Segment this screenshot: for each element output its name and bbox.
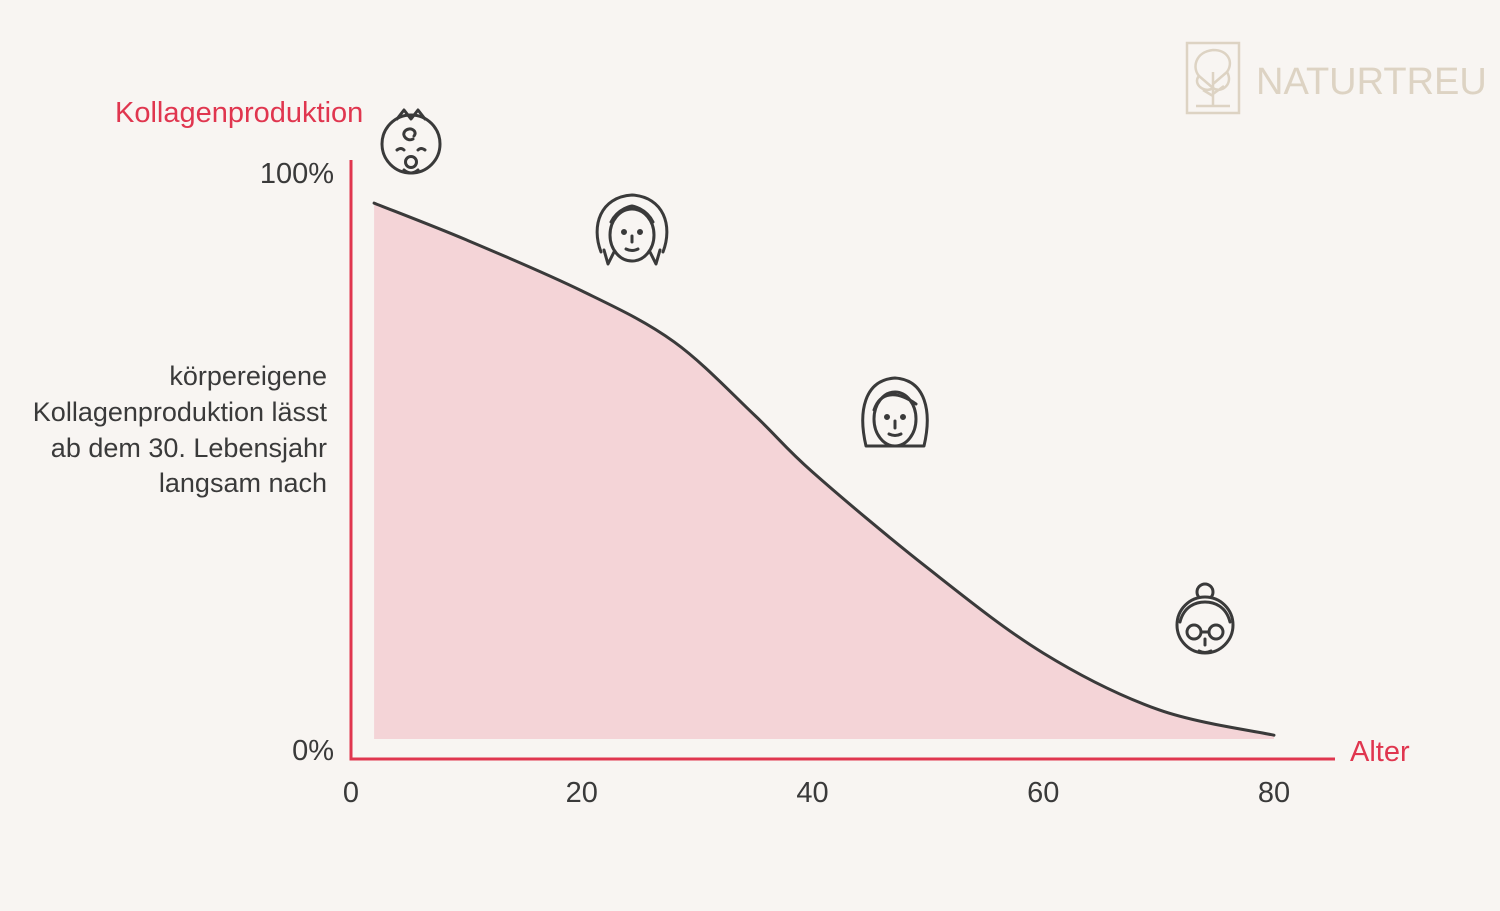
x-tick-label-40: 40: [796, 777, 828, 809]
baby-face-icon: [380, 108, 442, 175]
tree-logo-icon: [1185, 41, 1241, 115]
annotation-line-3: ab dem 30. Lebensjahr: [51, 433, 327, 463]
brand-name: NATURTREU: [1256, 61, 1487, 103]
naturtreu-logo: NATURTREU: [1185, 41, 1487, 115]
y-tick-label-100: 100%: [260, 158, 334, 190]
woman-face-icon: [861, 376, 929, 448]
x-axis-label: Alter: [1350, 736, 1410, 768]
y-tick-label-0: 0%: [292, 735, 334, 767]
x-tick-labels: 0 20 40 60 80: [343, 777, 1290, 809]
annotation-line-1: körpereigene: [169, 361, 327, 391]
grandma-face-icon: [1175, 582, 1235, 655]
girl-face-icon: [595, 193, 669, 266]
collagen-curve: [372, 201, 1276, 737]
collagen-area: [374, 203, 1275, 740]
y-axis-label: Kollagenproduktion: [115, 97, 363, 129]
annotation-line-2: Kollagenproduktion lässt: [33, 397, 328, 427]
x-tick-label-60: 60: [1027, 777, 1059, 809]
x-tick-label-20: 20: [566, 777, 598, 809]
x-tick-label-0: 0: [343, 777, 359, 809]
x-tick-label-80: 80: [1258, 777, 1290, 809]
annotation-text: körpereigene Kollagenproduktion lässt ab…: [33, 361, 328, 498]
annotation-line-4: langsam nach: [159, 468, 327, 498]
